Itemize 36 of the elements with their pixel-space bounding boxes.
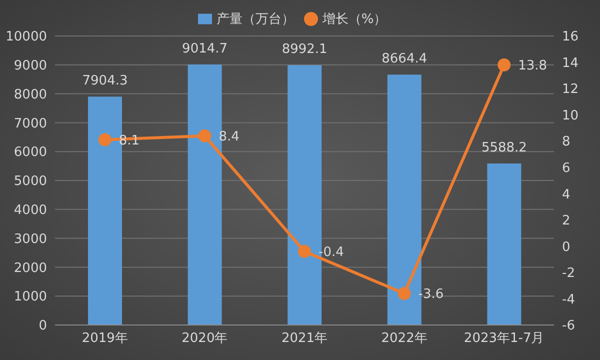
y2-tick-label: 6	[562, 160, 570, 176]
y-tick-label: 1000	[14, 290, 47, 305]
data-label: 7904.3	[82, 74, 128, 89]
y2-tick-label: 4	[562, 187, 570, 202]
x-tick-label: 2021年	[281, 331, 328, 346]
y2-tick-label: -2	[562, 266, 575, 282]
data-label: 13.8	[518, 58, 548, 74]
data-label: 5588.2	[481, 140, 527, 156]
y2-tick-label: -4	[562, 292, 575, 308]
y-tick-label: 10000	[6, 30, 47, 45]
legend-label: 增长（%）	[322, 12, 387, 27]
legend-label: 产量（万台）	[216, 12, 294, 27]
y-tick-label: 9000	[14, 58, 47, 74]
data-label: 8664.4	[382, 52, 428, 67]
y-tick-label: 3000	[14, 232, 47, 247]
y2-tick-label: 12	[562, 82, 579, 98]
y-tick-label: 4000	[14, 203, 47, 218]
y2-tick-label: 2	[562, 214, 570, 229]
y-tick-label: 5000	[14, 174, 47, 190]
y-tick-label: 7000	[14, 116, 47, 132]
y2-tick-label: 14	[562, 56, 579, 71]
y2-tick-label: 10	[562, 108, 579, 124]
x-tick-label: 2023年1-7月	[464, 331, 544, 346]
y-tick-label: 0	[38, 318, 47, 334]
y-tick-label: 8000	[14, 87, 47, 102]
x-tick-label: 2022年	[381, 331, 428, 346]
x-tick-label: 2020年	[182, 331, 228, 346]
x-tick-label: 2019年	[82, 331, 128, 346]
y2-tick-label: 8	[562, 134, 570, 150]
data-label: 8992.1	[282, 42, 328, 58]
y2-tick-label: -6	[562, 318, 575, 334]
y2-tick-label: 16	[562, 30, 579, 45]
y-tick-label: 2000	[14, 260, 47, 276]
data-label: 9014.7	[182, 41, 228, 56]
y-tick-label: 6000	[14, 145, 47, 160]
y2-tick-label: 0	[562, 240, 570, 255]
